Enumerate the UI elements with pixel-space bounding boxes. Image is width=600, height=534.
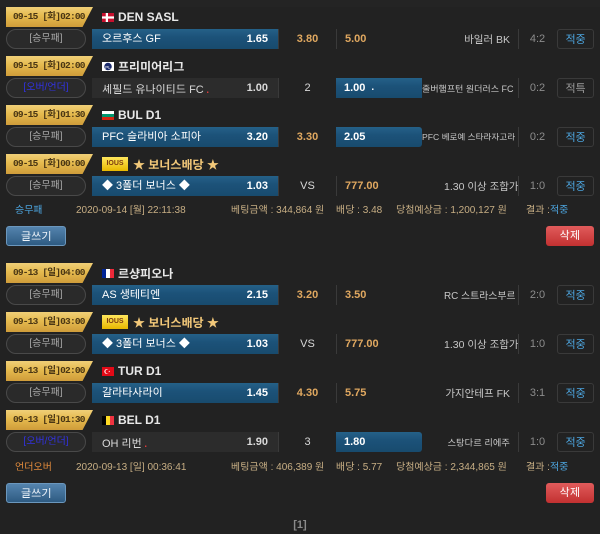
svg-text:PL: PL bbox=[105, 64, 111, 69]
